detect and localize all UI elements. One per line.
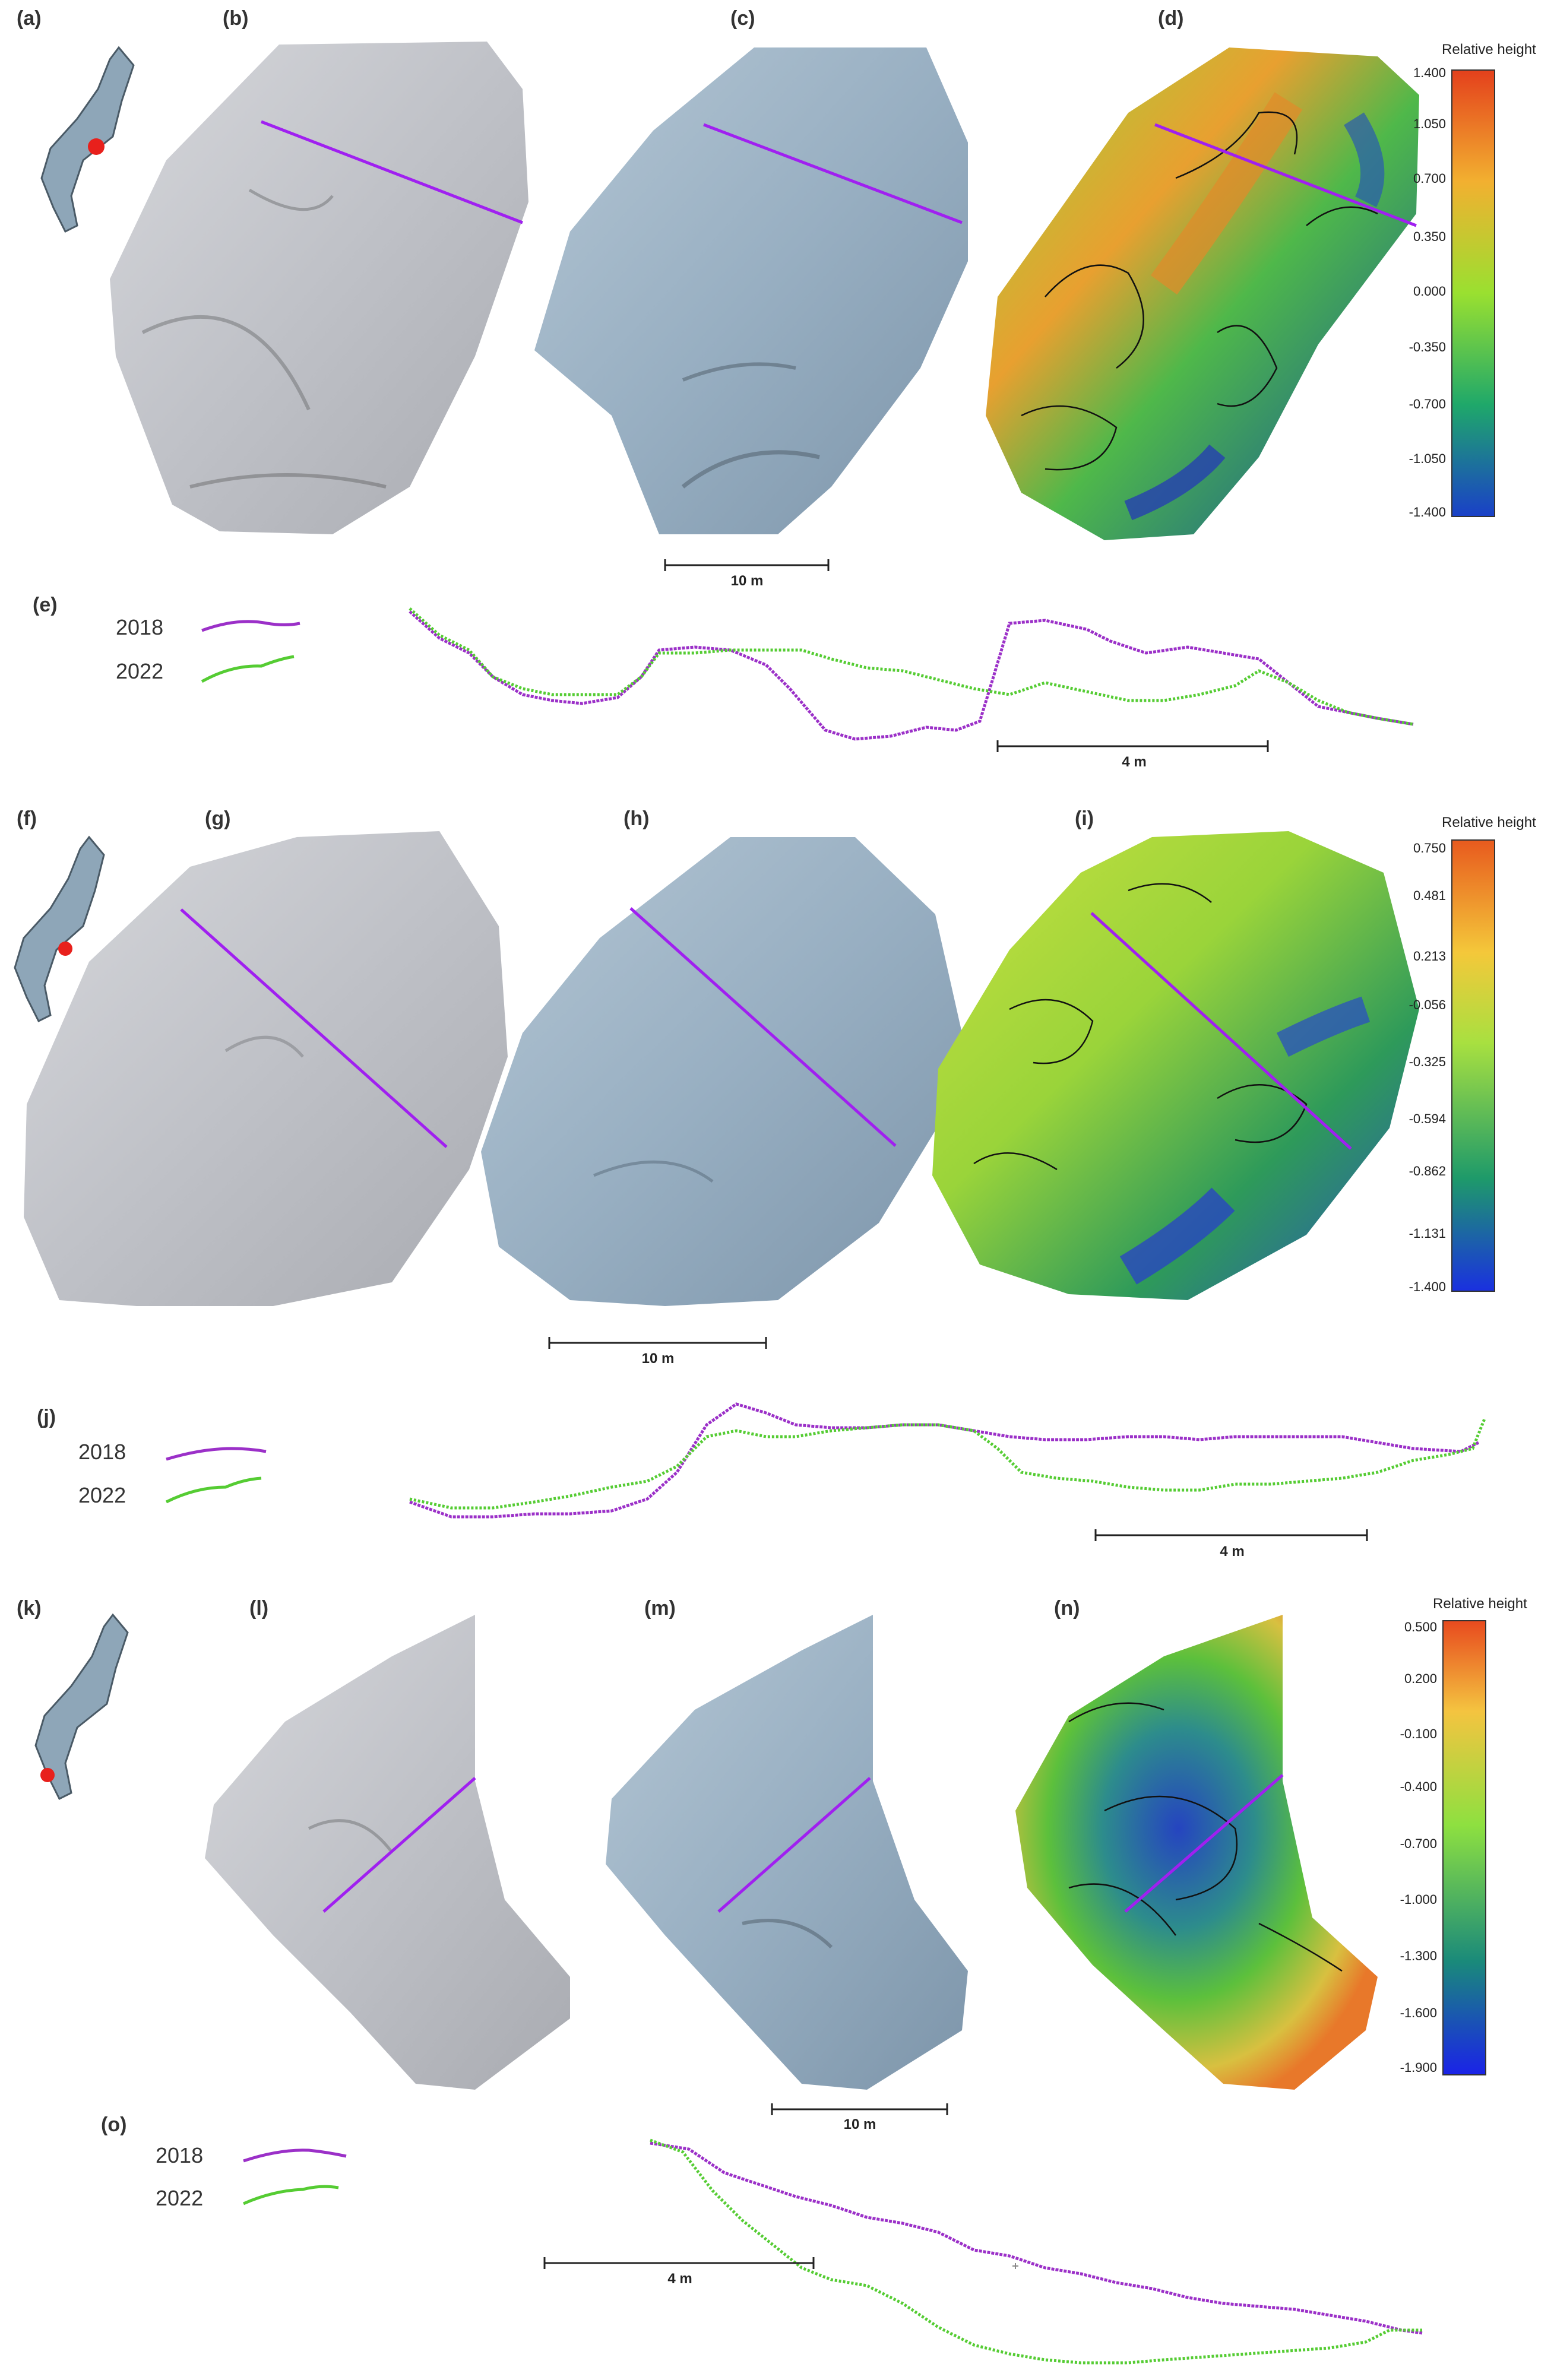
panel-label-e: (e) [33, 594, 58, 616]
scalebar-ortho-1 [664, 559, 830, 571]
colorbar-1-tick: 1.050 [1413, 116, 1446, 131]
scalebar-ortho-3-label: 10 m [843, 2116, 876, 2132]
scalebar-profile-3 [543, 2257, 815, 2269]
panel-label-h: (h) [624, 807, 650, 830]
colorbar-2-tick: 0.750 [1413, 841, 1446, 855]
colorbar-1-tick: -1.050 [1409, 451, 1446, 466]
colorbar-1-tick: -1.400 [1409, 505, 1446, 519]
legend-2018-e: 2018 [116, 615, 164, 639]
colorbar-2-tick: -1.131 [1409, 1226, 1446, 1241]
profile-line-g [180, 908, 448, 1148]
profile-line-c [703, 123, 963, 224]
colorbar-1-tick: 0.000 [1413, 284, 1446, 299]
profile-2022-j [409, 1418, 1486, 1510]
profile-line-b [261, 120, 523, 224]
location-map-a [40, 46, 135, 233]
panel-label-a: (a) [17, 7, 42, 30]
legend-2022-o: 2022 [156, 2186, 204, 2210]
ortho-2018-g [24, 831, 508, 1306]
colorbar-3-tick: -1.600 [1400, 2005, 1437, 2020]
ortho-2018-l [205, 1615, 570, 2090]
scalebar-profile-1-label: 4 m [1122, 754, 1147, 770]
colorbar-1 [1451, 69, 1495, 517]
colorbar-1-tick: 1.400 [1413, 65, 1446, 80]
colorbar-3-tick: -1.900 [1400, 2060, 1437, 2075]
colorbar-2-tick: -0.594 [1409, 1111, 1446, 1126]
colorbar-3-tick: -0.100 [1400, 1726, 1437, 1741]
scalebar-ortho-2 [548, 1337, 767, 1349]
legend-2018-j: 2018 [78, 1440, 126, 1464]
colorbar-3 [1442, 1620, 1486, 2075]
panel-label-c: (c) [730, 7, 755, 30]
panel-label-i: (i) [1075, 807, 1094, 830]
colorbar-2-tick: -0.325 [1409, 1054, 1446, 1069]
colorbar-1-tick: 0.350 [1413, 229, 1446, 244]
colorbar-1-tick: -0.700 [1409, 397, 1446, 411]
profile-line-l [322, 1777, 476, 1913]
scalebar-ortho-2-label: 10 m [641, 1351, 675, 1367]
ortho-2022-m [606, 1615, 968, 2090]
profile-2018-j [409, 1402, 1480, 1519]
panel-label-n: (n) [1054, 1597, 1080, 1620]
profile-2022-o [650, 2138, 1422, 2365]
profile-2018-e [409, 610, 1414, 741]
panel-label-o: (o) [101, 2113, 127, 2136]
panel-label-j: (j) [37, 1406, 56, 1428]
colorbar-2-tick: -1.400 [1409, 1279, 1446, 1294]
profile-2022-e [409, 607, 1414, 726]
colorbar-3-tick: -1.000 [1400, 1892, 1437, 1907]
panel-label-l: (l) [249, 1597, 269, 1620]
colorbar-3-tick: -1.300 [1400, 1948, 1437, 1963]
scalebar-profile-2 [1094, 1529, 1368, 1541]
legend-2022-e: 2022 [116, 659, 164, 683]
panel-label-d: (d) [1158, 7, 1184, 30]
location-map-k [34, 1613, 129, 1801]
legend-swatches-e [201, 620, 300, 683]
ortho-2022-c [534, 47, 968, 534]
panel-label-f: (f) [17, 807, 37, 830]
legend-swatches-o [242, 2148, 347, 2205]
location-map-f [14, 835, 105, 1023]
colorbar-3-tick: 0.500 [1404, 1620, 1437, 1634]
colorbar-2-tick: -0.056 [1409, 997, 1446, 1012]
colorbar-2-tick: 0.481 [1413, 888, 1446, 903]
colorbar-2-tick: 0.213 [1413, 949, 1446, 964]
panel-label-b: (b) [223, 7, 249, 30]
colorbar-2 [1451, 839, 1495, 1292]
scalebar-profile-2-label: 4 m [1220, 1544, 1245, 1560]
profile-line-h [629, 907, 897, 1147]
profile-2018-o [650, 2141, 1423, 2335]
colorbar-3-tick: -0.700 [1400, 1836, 1437, 1851]
colorbar-1-tick: -0.350 [1409, 340, 1446, 354]
colorbar-3-title: Relative height [1433, 1596, 1527, 1612]
profile-line-i [1090, 912, 1352, 1150]
scalebar-ortho-1-label: 10 m [730, 573, 764, 589]
scalebar-profile-3-label: 4 m [667, 2271, 692, 2287]
profile-line-n [1124, 1774, 1284, 1913]
colorbar-3-tick: 0.200 [1404, 1671, 1437, 1686]
colorbar-1-tick: 0.700 [1413, 171, 1446, 186]
panel-label-k: (k) [17, 1597, 42, 1620]
panel-label-g: (g) [205, 807, 231, 830]
colorbar-3-tick: -0.400 [1400, 1779, 1437, 1794]
dem-difference-n [1015, 1615, 1378, 2090]
legend-2018-o: 2018 [156, 2143, 204, 2167]
colorbar-1-title: Relative height [1442, 42, 1536, 58]
dem-difference-i [932, 831, 1419, 1300]
scalebar-ortho-3 [771, 2103, 948, 2115]
ortho-2022-h [481, 837, 962, 1306]
dem-difference-d [986, 47, 1419, 540]
colorbar-2-title: Relative height [1442, 815, 1536, 831]
profile-line-m [717, 1777, 871, 1913]
panel-label-m: (m) [644, 1597, 676, 1620]
scalebar-profile-1 [996, 740, 1269, 752]
legend-swatches-j [165, 1447, 267, 1504]
profile-line-d [1154, 123, 1417, 227]
ortho-2018-b [110, 42, 528, 534]
legend-2022-j: 2022 [78, 1483, 126, 1507]
colorbar-2-tick: -0.862 [1409, 1164, 1446, 1178]
